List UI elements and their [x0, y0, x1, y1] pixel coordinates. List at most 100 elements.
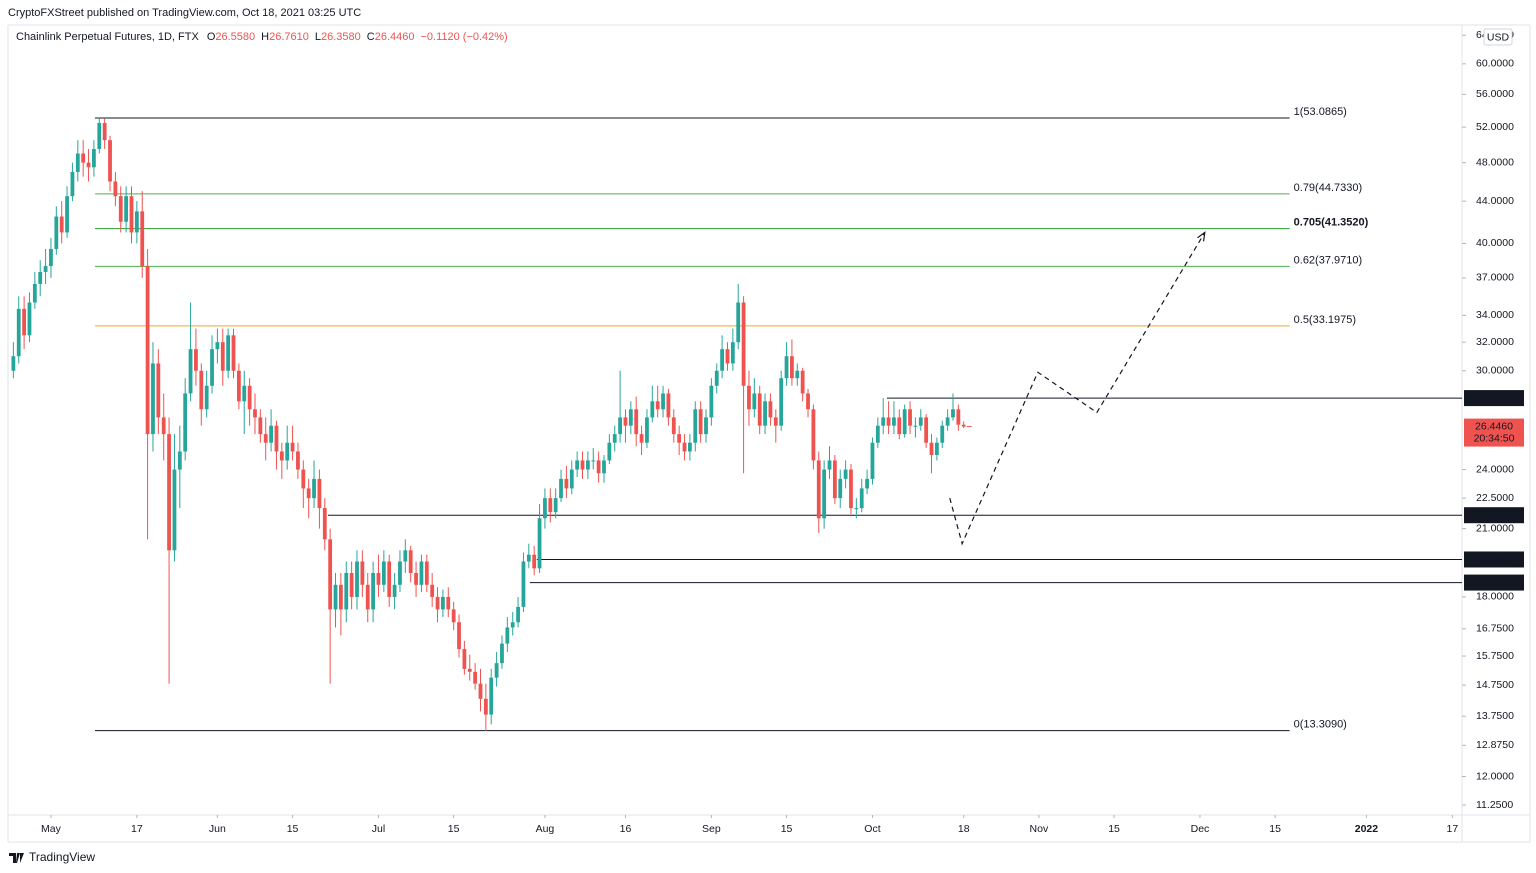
- ohlc-value: 26.5580: [215, 31, 255, 43]
- candle-body: [387, 561, 392, 597]
- candle-body: [585, 460, 590, 470]
- candle-body: [913, 425, 918, 427]
- candle-body: [392, 584, 397, 597]
- x-tick-label: Sep: [702, 823, 721, 835]
- level-badge: [1464, 551, 1524, 568]
- candle-body: [548, 498, 553, 513]
- candle-body: [543, 498, 547, 519]
- candle-body: [92, 149, 96, 168]
- candle-body: [467, 668, 472, 672]
- candle-body: [43, 266, 48, 272]
- candle-body: [650, 401, 655, 418]
- candle-body: [70, 171, 75, 197]
- candle-body: [338, 584, 343, 610]
- candle-body: [145, 266, 150, 435]
- candle-body: [752, 393, 757, 410]
- y-tick-label: 48.0000: [1476, 156, 1514, 168]
- candle-body: [687, 442, 692, 452]
- candle-body: [274, 425, 279, 452]
- candle-body: [328, 539, 333, 610]
- candle-body: [516, 606, 520, 623]
- candle-body: [494, 663, 499, 678]
- candle-body: [242, 385, 247, 402]
- candle-body: [408, 550, 413, 573]
- x-tick-label: Oct: [864, 823, 880, 835]
- candle-body: [666, 393, 671, 418]
- level-label: 18.5935: [1475, 577, 1513, 589]
- candle-body: [317, 478, 322, 509]
- candle-body: [865, 478, 869, 489]
- candle-body: [75, 153, 80, 172]
- candle-body: [247, 385, 252, 410]
- candle-body: [371, 572, 376, 610]
- candle-body: [129, 196, 134, 233]
- y-tick-label: 22.5000: [1476, 492, 1514, 504]
- candle-body: [161, 417, 166, 435]
- candle-body: [54, 216, 59, 249]
- brand: TradingView: [29, 850, 95, 864]
- candle-body: [908, 409, 912, 426]
- plot-area: [11, 117, 1462, 732]
- y-tick-label: 30.0000: [1476, 365, 1514, 377]
- candle-body: [118, 196, 123, 222]
- candle-body: [306, 488, 311, 499]
- x-tick-label: Nov: [1030, 823, 1049, 835]
- candle-body: [607, 442, 612, 461]
- candle-body: [612, 434, 617, 443]
- projection-arrowhead: [1197, 231, 1206, 242]
- candle-body: [49, 248, 53, 267]
- candle-body: [892, 417, 896, 426]
- candle-body: [188, 349, 193, 394]
- candle-body: [199, 370, 204, 410]
- y-tick-label: 18.0000: [1476, 591, 1514, 603]
- candle-body: [736, 302, 741, 343]
- candle-body: [618, 417, 622, 435]
- candle-body: [441, 596, 445, 610]
- candle-body: [269, 425, 273, 443]
- y-tick-label: 15.7500: [1476, 650, 1514, 662]
- candle-body: [655, 401, 660, 410]
- candle-body: [628, 409, 633, 426]
- candle-body: [940, 425, 945, 443]
- candle-body: [414, 572, 418, 585]
- candle-body: [279, 451, 284, 461]
- candle-body: [258, 417, 263, 435]
- candle-body: [854, 508, 859, 510]
- candle-body: [569, 469, 574, 489]
- candle-body: [773, 417, 778, 426]
- logo-mark: [9, 853, 24, 863]
- candle-body: [97, 122, 102, 150]
- y-tick-label: 24.0000: [1476, 463, 1514, 475]
- candle-body: [473, 671, 478, 684]
- candle-body: [231, 335, 236, 371]
- x-tick-label: Jul: [372, 823, 385, 835]
- candle-body: [301, 469, 306, 489]
- candle-body: [806, 393, 810, 410]
- candle-body: [263, 434, 268, 443]
- candle-body: [800, 370, 805, 394]
- candle-body: [596, 460, 601, 474]
- x-tick-label: 17: [131, 823, 143, 835]
- candle-body: [580, 460, 585, 470]
- x-tick-label: 15: [448, 823, 460, 835]
- candle-body: [532, 554, 537, 569]
- candle-body: [693, 409, 698, 443]
- candle-body: [634, 409, 639, 435]
- candle-body: [435, 596, 440, 610]
- y-tick-label: 60.0000: [1476, 58, 1514, 70]
- candle-body: [236, 370, 241, 402]
- candle-body: [478, 683, 483, 699]
- candle-body: [564, 478, 569, 489]
- candle-body: [929, 442, 934, 456]
- x-tick-label: 18: [958, 823, 970, 835]
- candle-body: [11, 356, 16, 371]
- currency-box: [1483, 28, 1513, 46]
- fib-label: 0.5(33.1975): [1294, 314, 1356, 326]
- candle-body: [312, 478, 316, 499]
- candle-body: [177, 451, 182, 470]
- candle-body: [832, 460, 837, 499]
- candle-body: [156, 363, 161, 418]
- candle-body: [65, 196, 69, 233]
- x-tick-label: Dec: [1191, 823, 1210, 835]
- candle-body: [253, 409, 257, 418]
